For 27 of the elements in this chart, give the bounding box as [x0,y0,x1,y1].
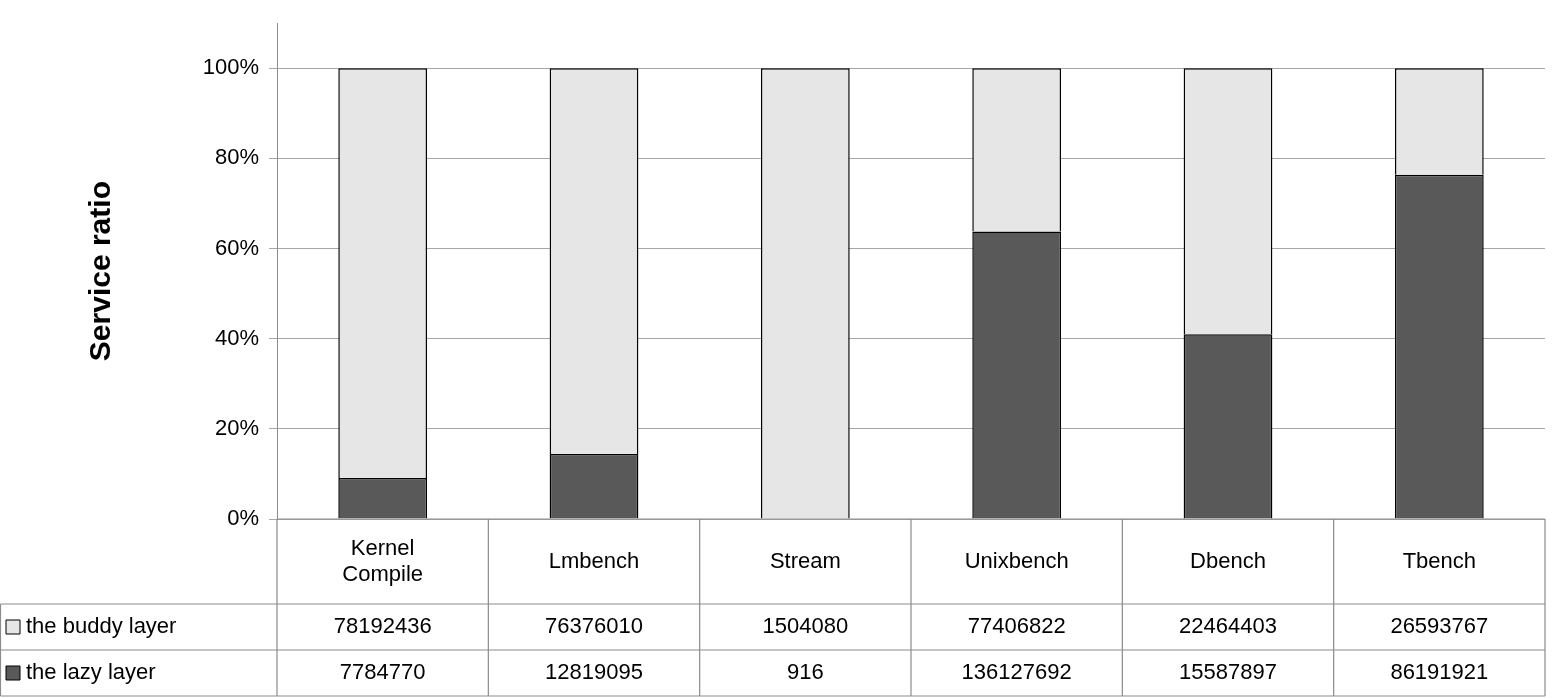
x-tick-label: Tbench [1402,547,1477,573]
text: 12819095 [545,659,643,685]
x-tick-label: Stream [769,547,841,573]
text: 76376010 [545,613,643,639]
y-tick-label: 40% [214,324,259,350]
x-tick-label: Kernel Compile [342,534,424,586]
y-tick-label: 80% [214,144,259,170]
y-tick-label: 20% [214,414,259,440]
x-tick-label: Lmbench [548,547,640,573]
text: 7784770 [339,659,426,685]
y-tick-label: 0% [227,505,259,531]
x-tick-label: Dbench [1190,547,1266,573]
text: 26593767 [1390,613,1489,639]
text: 78192436 [333,613,432,639]
legend-label: the lazy layer [26,659,156,685]
y-tick-label: 60% [214,234,259,260]
text: 916 [786,659,824,685]
x-tick-label: Unixbench [964,547,1069,573]
text: 77406822 [967,613,1066,639]
y-tick-label: 100% [202,54,259,80]
text: 136127692 [961,659,1072,685]
text: 1504080 [762,613,849,639]
text: 22464403 [1179,613,1277,639]
legend-label: the buddy layer [26,613,177,639]
y-axis-title: Service ratio [83,181,117,362]
text: 86191921 [1390,659,1489,685]
text: 15587897 [1179,659,1277,685]
